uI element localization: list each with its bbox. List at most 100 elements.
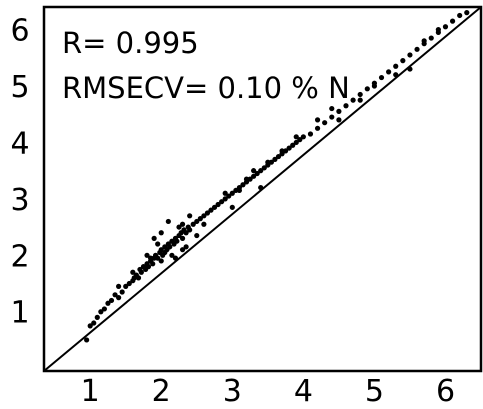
data-point (208, 207, 214, 213)
data-point (130, 269, 136, 275)
data-point (293, 134, 299, 140)
data-point (261, 165, 267, 171)
y-tick-label: 4 (10, 126, 29, 161)
data-point (150, 261, 156, 267)
data-point (435, 26, 441, 33)
data-point (116, 283, 122, 289)
data-point (194, 232, 200, 239)
data-point (229, 204, 235, 210)
data-point (322, 120, 328, 126)
x-tick-label: 4 (294, 374, 313, 409)
data-point (108, 297, 115, 304)
data-point (126, 280, 132, 287)
data-point (197, 216, 203, 222)
data-point (329, 105, 335, 112)
data-point (226, 193, 232, 199)
data-point (254, 170, 260, 177)
data-point (400, 58, 406, 64)
data-point (336, 108, 342, 114)
data-point (179, 221, 186, 227)
data-point (87, 323, 93, 329)
data-point (222, 190, 228, 196)
data-point (138, 269, 144, 275)
data-point (240, 182, 246, 188)
data-point (204, 210, 211, 216)
data-point (112, 292, 118, 298)
data-point (187, 227, 193, 233)
data-point (179, 247, 186, 253)
data-point (457, 12, 463, 19)
rmsecv-annotation: RMSECV= 0.10 % N (62, 71, 350, 105)
data-point (350, 97, 356, 103)
data-point (167, 244, 173, 250)
data-point (307, 131, 314, 137)
data-point (286, 145, 292, 151)
data-point (449, 18, 456, 24)
data-point (194, 218, 200, 225)
data-point (155, 255, 161, 261)
data-point (247, 176, 253, 182)
data-point (428, 35, 434, 41)
data-point (169, 252, 175, 258)
data-point (123, 283, 129, 289)
data-point (176, 224, 182, 230)
reference-line (43, 6, 482, 372)
data-point (357, 91, 363, 98)
x-tick-label: 1 (81, 374, 100, 409)
data-point (265, 159, 271, 165)
data-point (162, 249, 168, 256)
data-point (386, 69, 392, 75)
y-tick-label: 1 (10, 296, 29, 331)
data-point (158, 230, 164, 236)
y-tick-label: 3 (10, 183, 29, 218)
data-point (421, 38, 427, 44)
y-tick-label: 6 (10, 14, 29, 49)
r-annotation: R= 0.995 (62, 26, 199, 60)
data-point (211, 204, 218, 210)
data-point (183, 230, 189, 236)
data-point (393, 63, 399, 69)
data-point (407, 52, 413, 58)
data-point (145, 264, 152, 270)
data-point (290, 142, 296, 148)
data-point (236, 187, 243, 194)
data-point (101, 306, 107, 312)
data-point (297, 137, 303, 143)
x-tick-label: 5 (365, 374, 384, 409)
data-point (222, 196, 228, 202)
data-point (279, 148, 285, 154)
data-point (119, 289, 125, 295)
data-point (378, 74, 385, 81)
data-point (229, 190, 235, 196)
data-point (258, 168, 264, 174)
data-point (147, 255, 154, 261)
data-points (84, 10, 470, 343)
data-point (329, 114, 335, 120)
data-point (215, 201, 221, 208)
data-point (187, 213, 193, 219)
axis-ticks: 1 2 3 4 5 6 1 2 3 4 5 6 (10, 14, 455, 409)
data-point (343, 103, 349, 109)
data-point (84, 337, 90, 343)
y-tick-label: 5 (10, 70, 29, 105)
data-point (201, 213, 207, 219)
data-point (201, 221, 207, 227)
data-point (314, 117, 321, 123)
data-point (183, 244, 189, 250)
data-point (144, 252, 150, 258)
data-point (158, 258, 164, 264)
annotations: R= 0.995 RMSECV= 0.10 % N (62, 26, 350, 105)
x-tick-label: 3 (223, 374, 242, 409)
x-tick-label: 6 (436, 374, 455, 409)
data-point (190, 221, 196, 227)
y-tick-label: 2 (10, 239, 29, 274)
data-point (155, 241, 161, 247)
data-point (98, 309, 104, 315)
data-point (442, 24, 449, 30)
data-point (251, 173, 257, 179)
data-point (243, 176, 250, 182)
data-point (314, 125, 321, 131)
data-point (174, 238, 180, 244)
data-point (158, 247, 164, 253)
